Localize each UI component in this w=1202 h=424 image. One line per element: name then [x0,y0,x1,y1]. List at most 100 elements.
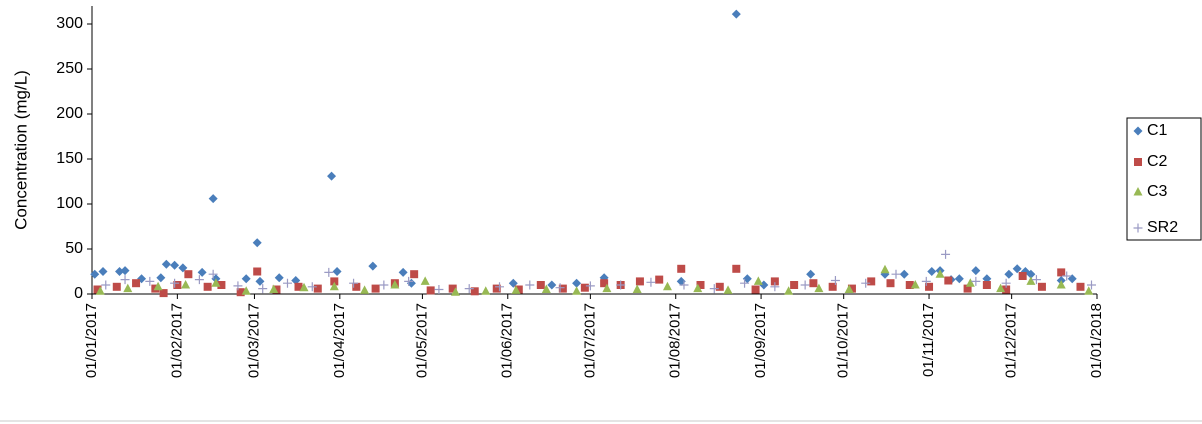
point [203,282,212,291]
point [662,281,672,291]
point [891,269,901,279]
point [944,276,953,285]
y-tick-label: 150 [56,150,83,167]
point [679,280,689,290]
point [233,281,243,291]
point [410,270,419,279]
y-tick-label: 0 [74,285,83,302]
point [495,282,505,292]
point [867,277,876,286]
x-tick-label: 01/01/2017 [83,303,100,378]
point [208,194,218,204]
point [982,274,992,284]
point [159,289,168,298]
point [1057,268,1066,277]
point [98,267,108,276]
legend-marker [1133,126,1143,136]
point [830,276,840,285]
point [971,266,981,276]
point [585,281,595,291]
point [181,280,191,289]
point [426,286,435,295]
point [646,277,656,287]
point [880,264,890,274]
point [927,267,937,276]
point [800,280,810,290]
point [971,276,981,286]
point [420,276,430,285]
point [910,280,920,289]
point [602,283,612,293]
point [696,281,705,289]
point [558,284,567,293]
point [1018,272,1027,280]
point [580,283,589,292]
point [1026,269,1036,279]
y-tick-label: 50 [65,240,83,257]
point [170,278,180,288]
point [170,260,180,270]
legend-label: C2 [1147,153,1168,170]
point [1084,286,1094,295]
point [481,286,491,295]
point [1056,280,1066,289]
x-tick-label: 01/04/2017 [331,303,348,378]
y-tick-label: 300 [56,15,83,32]
point [600,279,609,288]
point [965,278,975,287]
point [173,281,182,289]
point [1012,264,1022,274]
point [632,284,642,293]
y-tick-label: 200 [56,105,83,122]
point [784,286,794,295]
y-tick-label: 250 [56,60,83,77]
point [327,171,337,181]
point [329,281,339,291]
point [404,276,414,286]
point [349,278,359,288]
point [450,287,460,296]
x-tick-label: 01/02/2017 [168,303,185,378]
point [963,284,972,293]
point [770,277,779,286]
point [272,285,281,294]
x-tick-label: 01/08/2017 [667,303,684,378]
point [258,284,268,294]
point [814,283,824,293]
point [123,283,133,293]
point [1037,282,1046,291]
point [352,282,361,291]
point [93,285,102,294]
point [1086,280,1096,290]
point [954,274,964,284]
point [536,281,545,289]
point [307,282,317,292]
x-tick-label: 01/03/2017 [245,303,262,378]
point [241,286,251,295]
point [241,274,251,284]
legend-label: C3 [1147,183,1168,200]
point [492,284,501,293]
point [555,283,565,293]
point [379,280,389,290]
point [715,282,724,291]
x-tick-label: 01/06/2017 [499,303,516,378]
point [255,276,265,286]
point [677,264,686,273]
point [844,284,854,293]
point [252,238,262,248]
point [236,288,245,297]
point [132,279,141,288]
y-axis-label: Concentration (mg/L) [11,70,30,230]
point [153,281,163,291]
x-tick-label: 01/12/2017 [1003,303,1020,378]
point [184,270,193,279]
point [101,280,111,290]
point [1031,275,1041,285]
x-tick-label: 01/10/2017 [835,303,852,378]
x-tick-label: 01/09/2017 [752,303,769,378]
point [1004,269,1014,279]
point [982,281,991,289]
point [178,263,188,273]
y-tick-label: 100 [56,195,83,212]
